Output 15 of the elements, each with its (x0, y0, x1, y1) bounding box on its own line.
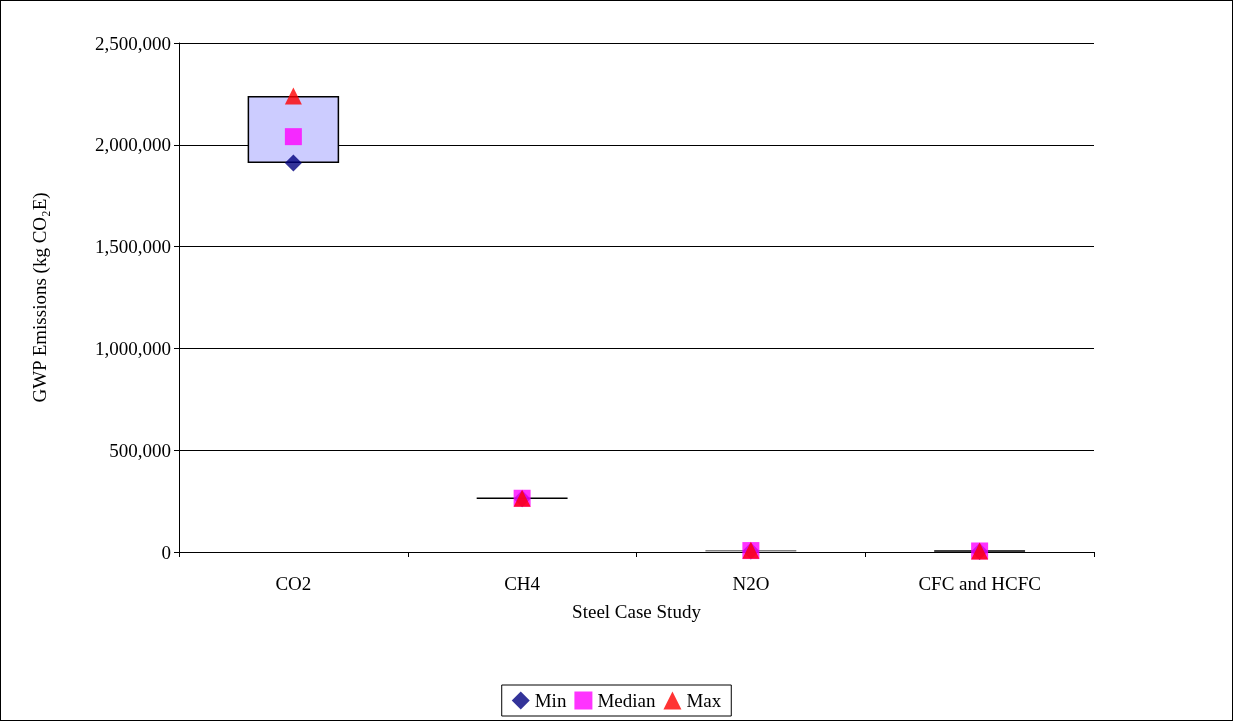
x-tick-label: CFC and HCFC (918, 573, 1041, 594)
legend-label: Min (534, 690, 567, 711)
x-tick-label: N2O (732, 573, 770, 594)
x-tick-label: CO2 (275, 573, 312, 594)
legend-label: Median (597, 690, 656, 711)
x-tick-label: CH4 (504, 573, 541, 594)
x-axis-title: Steel Case Study (572, 601, 702, 622)
y-tick-label: 1,500,000 (95, 236, 171, 258)
y-tick-label: 2,500,000 (95, 32, 171, 54)
y-tick-label: 2,000,000 (95, 134, 171, 156)
y-tick-label: 0 (161, 541, 171, 563)
y-tick-label: 1,000,000 (95, 337, 171, 359)
legend-label: Max (686, 690, 722, 711)
y-axis-title: GWP Emissions (kg CO₂E) (29, 192, 51, 403)
y-tick-label: 500,000 (109, 439, 171, 461)
